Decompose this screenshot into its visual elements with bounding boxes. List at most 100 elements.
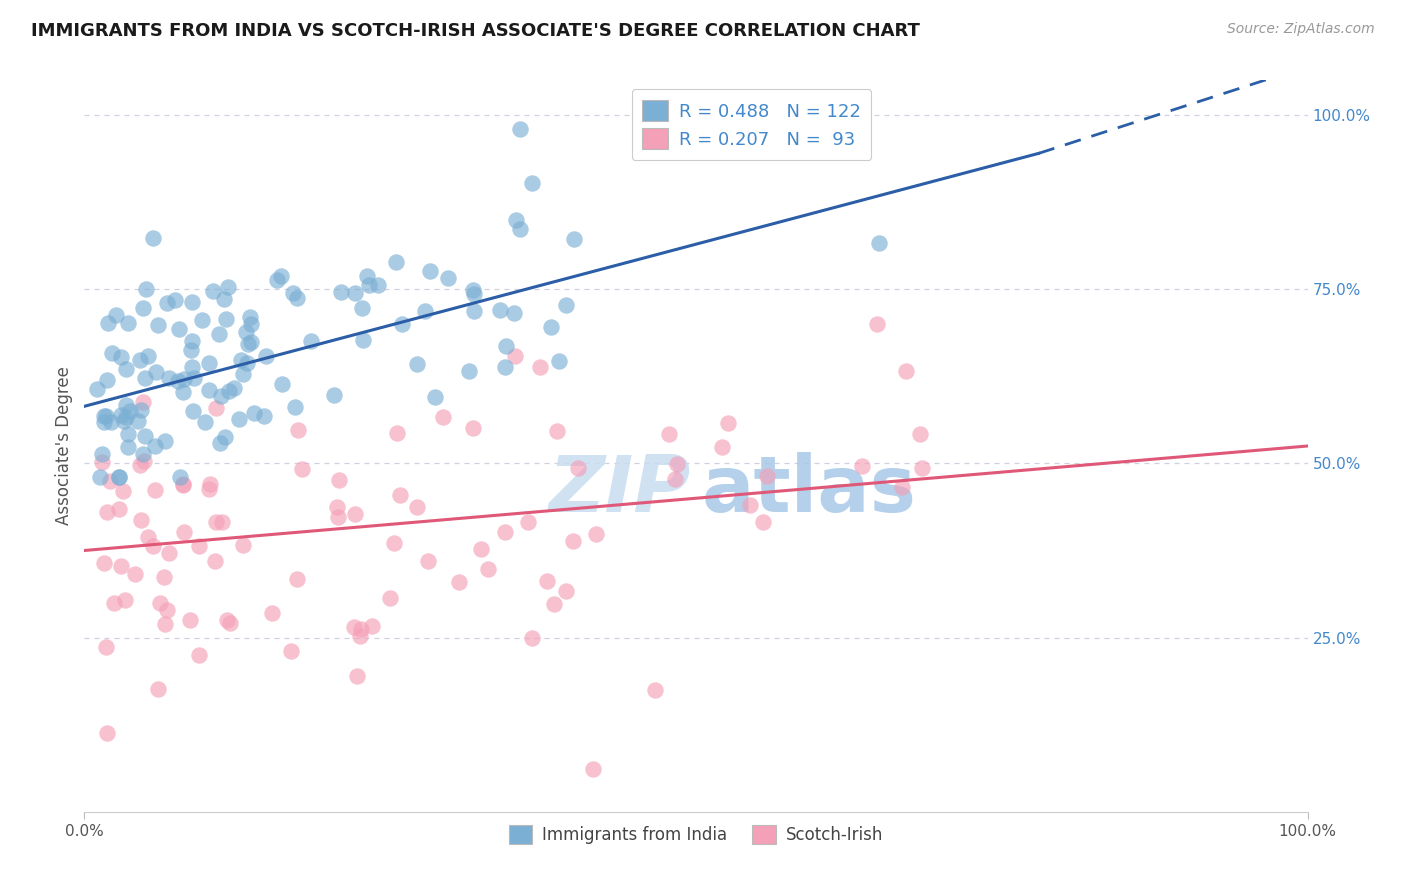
Point	[349, 629, 371, 643]
Point	[145, 365, 167, 379]
Point	[152, 570, 174, 584]
Point	[285, 572, 308, 586]
Point	[755, 468, 778, 483]
Point	[115, 409, 138, 424]
Point	[323, 388, 346, 402]
Point	[529, 360, 551, 375]
Point	[291, 461, 314, 475]
Point	[114, 361, 136, 376]
Point	[136, 350, 159, 364]
Point	[208, 435, 231, 450]
Point	[132, 454, 155, 468]
Point	[217, 280, 239, 294]
Point	[198, 483, 221, 497]
Point	[470, 541, 492, 556]
Point	[110, 350, 132, 364]
Point	[105, 308, 128, 322]
Text: atlas: atlas	[702, 452, 917, 528]
Point	[419, 264, 441, 278]
Point	[204, 554, 226, 568]
Y-axis label: Associate's Degree: Associate's Degree	[55, 367, 73, 525]
Point	[107, 470, 129, 484]
Point	[562, 232, 585, 246]
Text: Source: ZipAtlas.com: Source: ZipAtlas.com	[1227, 22, 1375, 37]
Point	[89, 470, 111, 484]
Point	[91, 455, 114, 469]
Point	[96, 505, 118, 519]
Point	[458, 364, 481, 378]
Point	[172, 385, 194, 400]
Point	[134, 429, 156, 443]
Point	[181, 404, 204, 418]
Legend: Immigrants from India, Scotch-Irish: Immigrants from India, Scotch-Irish	[502, 818, 890, 851]
Point	[128, 353, 150, 368]
Point	[103, 596, 125, 610]
Point	[548, 354, 571, 368]
Point	[356, 268, 378, 283]
Point	[869, 236, 891, 251]
Point	[235, 325, 257, 339]
Point	[908, 427, 931, 442]
Point	[239, 317, 262, 331]
Point	[232, 538, 254, 552]
Point	[101, 346, 124, 360]
Text: IMMIGRANTS FROM INDIA VS SCOTCH-IRISH ASSOCIATE'S DEGREE CORRELATION CHART: IMMIGRANTS FROM INDIA VS SCOTCH-IRISH AS…	[31, 22, 920, 40]
Point	[97, 316, 120, 330]
Point	[271, 377, 294, 392]
Point	[239, 334, 262, 349]
Point	[284, 400, 307, 414]
Point	[413, 303, 436, 318]
Point	[385, 254, 408, 268]
Point	[218, 384, 240, 399]
Point	[387, 425, 409, 440]
Point	[180, 360, 202, 375]
Point	[717, 416, 740, 430]
Point	[517, 515, 540, 529]
Point	[142, 230, 165, 244]
Point	[127, 414, 149, 428]
Point	[100, 415, 122, 429]
Point	[361, 618, 384, 632]
Point	[96, 725, 118, 739]
Point	[665, 458, 688, 472]
Point	[114, 593, 136, 607]
Point	[107, 501, 129, 516]
Point	[188, 648, 211, 663]
Point	[585, 527, 607, 541]
Point	[346, 669, 368, 683]
Point	[447, 574, 470, 589]
Point	[522, 176, 544, 190]
Point	[416, 554, 439, 568]
Point	[138, 530, 160, 544]
Point	[555, 298, 578, 312]
Point	[110, 408, 132, 422]
Point	[350, 622, 373, 636]
Point	[388, 488, 411, 502]
Point	[232, 367, 254, 381]
Point	[890, 480, 912, 494]
Point	[117, 440, 139, 454]
Point	[172, 478, 194, 492]
Point	[157, 546, 180, 560]
Point	[91, 447, 114, 461]
Point	[94, 409, 117, 423]
Point	[180, 334, 202, 348]
Point	[143, 483, 166, 497]
Point	[231, 353, 253, 368]
Point	[406, 357, 429, 371]
Point	[343, 507, 366, 521]
Point	[148, 318, 170, 332]
Point	[129, 513, 152, 527]
Point	[352, 301, 374, 315]
Point	[494, 359, 516, 374]
Point	[179, 613, 201, 627]
Point	[132, 301, 155, 315]
Point	[253, 409, 276, 423]
Point	[214, 430, 236, 444]
Point	[280, 644, 302, 658]
Point	[326, 509, 349, 524]
Point	[211, 388, 233, 402]
Point	[463, 287, 485, 301]
Point	[236, 357, 259, 371]
Point	[201, 284, 224, 298]
